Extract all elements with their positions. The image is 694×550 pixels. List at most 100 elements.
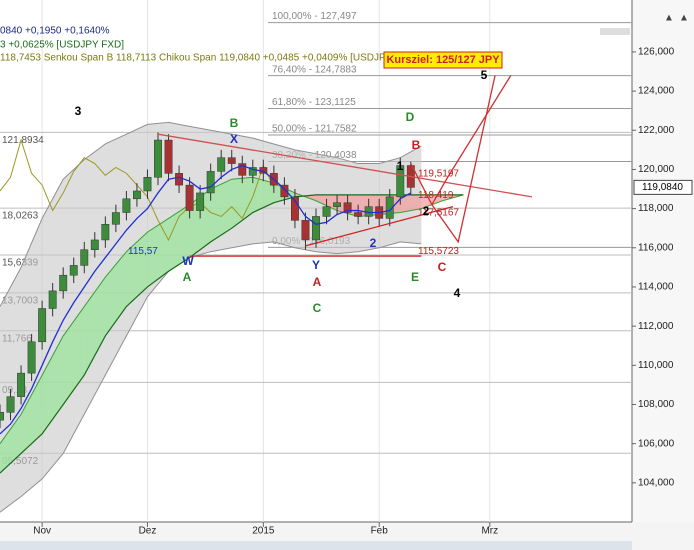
fib-label: 61,80% - 123,1125	[272, 97, 356, 108]
y-tick-label: 118,000	[638, 203, 674, 214]
cloud-segment	[63, 306, 85, 405]
scrollbar[interactable]	[0, 541, 632, 550]
annotation: C	[313, 301, 322, 315]
cloud-segment	[189, 189, 211, 258]
price-label: 115,5723	[418, 246, 459, 257]
candle-body	[27, 341, 36, 374]
annotation: C	[438, 260, 447, 274]
toolbar-icon[interactable]: ▲	[664, 13, 674, 24]
annotation: A	[313, 275, 322, 289]
last-price-box	[633, 179, 693, 195]
candle-body	[385, 196, 394, 219]
tenkan-line	[0, 164, 412, 435]
cloud-segment	[421, 194, 443, 209]
price-label: 115,57	[128, 246, 158, 257]
candle-body	[175, 173, 184, 186]
fib-label: 76,40% - 124,7883	[272, 64, 357, 75]
cloud-segment	[84, 277, 106, 376]
candle-body	[227, 157, 236, 164]
candle-body	[217, 157, 226, 172]
candle-body	[38, 308, 47, 343]
candle-body	[132, 190, 141, 200]
price-label: 117,5167	[418, 208, 459, 219]
cloud-segment	[168, 204, 190, 272]
annotation: 5	[481, 68, 488, 82]
annotation: D	[406, 110, 415, 124]
cloud-segment	[252, 177, 274, 213]
annotation: W	[182, 254, 194, 268]
annotation: A	[183, 270, 192, 284]
y-tick-label: 110,000	[638, 360, 674, 371]
candle-body	[59, 274, 68, 292]
candle-body	[164, 139, 173, 174]
y-tick-label: 112,000	[638, 321, 674, 332]
candle-body	[238, 163, 247, 176]
candle-body	[69, 265, 78, 276]
candle-body	[0, 412, 4, 421]
toolbar-icon[interactable]: ▲	[679, 13, 689, 24]
y-tick-label: 124,000	[638, 86, 675, 97]
cloud-segment	[126, 232, 148, 307]
price-label: 119,5197	[418, 168, 459, 179]
annotation: 2	[423, 204, 430, 218]
candle-body	[80, 249, 89, 266]
candle-body	[101, 224, 110, 241]
annotation: 4	[454, 286, 461, 300]
legend-line: 3 +0,0625% [USDJPY FXD]	[0, 40, 124, 51]
legend-line: 118,7453 Senkou Span B 118,7113 Chikou S…	[0, 53, 418, 64]
level-label: 15,6339	[2, 258, 39, 269]
cloud-segment	[400, 194, 422, 213]
candle-body	[122, 198, 131, 213]
price-axis-area	[632, 0, 694, 522]
fib-label: 100,00% - 127,497	[272, 11, 357, 22]
x-tick-label: Dez	[139, 526, 157, 537]
annotation: 2	[370, 236, 377, 250]
toolbar-buttons[interactable]	[600, 28, 630, 35]
candle-body	[154, 139, 162, 178]
price-label: 118,419	[418, 190, 454, 201]
target-text: Kursziel: 125/127 JPY	[386, 54, 500, 66]
x-tick-label: Mrz	[481, 526, 498, 537]
annotation: 1	[397, 159, 404, 173]
fib-label: 50,00% - 121,7582	[272, 124, 357, 135]
level-label: 18,0263	[2, 211, 39, 222]
y-tick-label: 114,000	[638, 282, 674, 293]
candle-body	[48, 290, 57, 309]
legend-line: 0840 +0,1950 +0,1640%	[0, 26, 110, 37]
x-tick-label: Nov	[33, 526, 51, 537]
candle-body	[90, 239, 99, 250]
y-tick-label: 120,000	[638, 164, 675, 175]
candle-body	[280, 184, 289, 198]
annotation: B	[412, 138, 421, 152]
candle-body	[322, 206, 331, 217]
cloud-segment	[210, 179, 232, 242]
y-tick-label: 108,000	[638, 399, 675, 410]
cloud-segment	[21, 375, 43, 454]
candle-body	[196, 192, 205, 211]
candle-body	[17, 372, 26, 397]
candle-body	[185, 184, 194, 211]
annotation: B	[230, 116, 239, 130]
span-b	[0, 194, 464, 474]
candle-body	[301, 220, 310, 241]
candle-body	[354, 212, 363, 217]
toolbar[interactable]: ▲ ▲	[600, 13, 689, 35]
cloud-segment	[42, 335, 64, 434]
candle-body	[6, 396, 15, 413]
candle-body	[343, 202, 352, 213]
trend-line	[305, 206, 454, 247]
band-upper	[0, 121, 422, 307]
annotation: X	[230, 132, 238, 146]
last-price-label: 119,0840	[642, 182, 683, 193]
plot: 121,893418,026315,633913,700311,76609,13…	[0, 0, 632, 522]
x-tick-label: Feb	[371, 526, 389, 537]
candle-body	[396, 165, 405, 198]
y-tick-label: 106,000	[638, 438, 675, 449]
candle-body	[143, 177, 152, 192]
candle-body	[333, 202, 342, 207]
y-tick-label: 104,000	[638, 477, 675, 488]
cloud-segment	[147, 218, 169, 287]
candle-body	[111, 212, 120, 225]
cloud-segment	[0, 414, 22, 474]
